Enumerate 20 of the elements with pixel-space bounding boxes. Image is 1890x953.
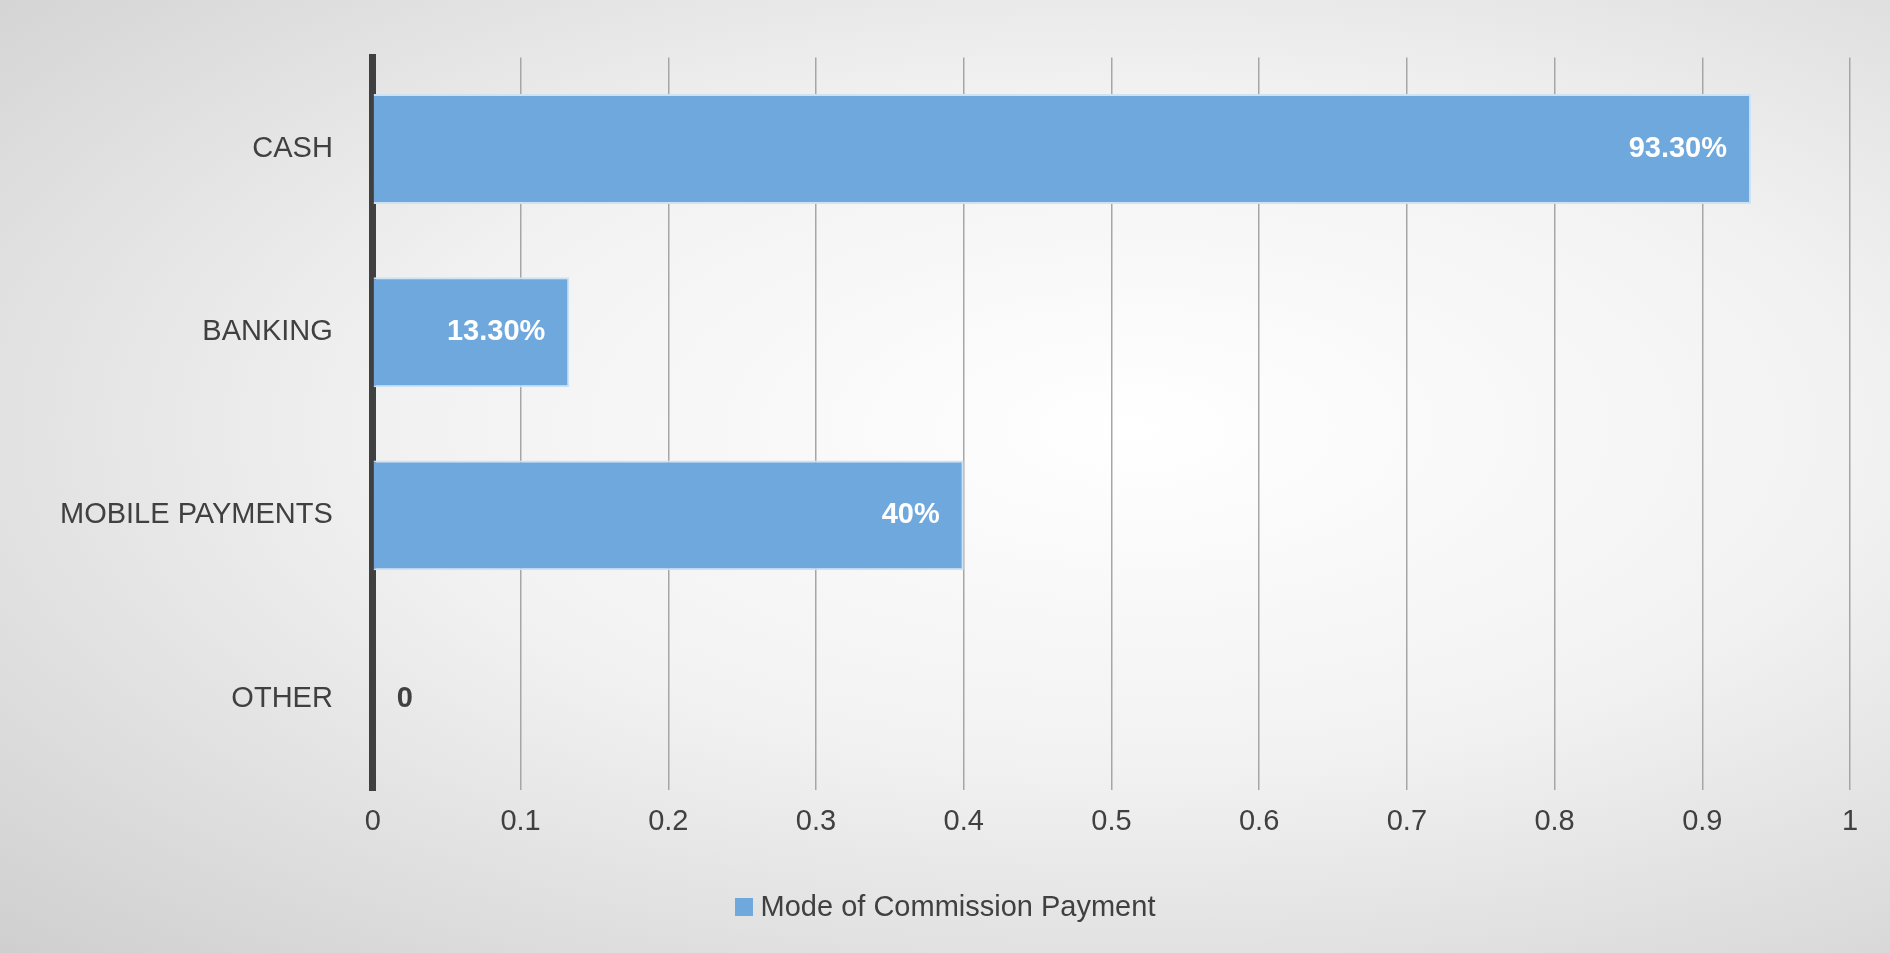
x-tick-label: 0.3 (795, 803, 837, 836)
y-tick-label: BANKING (202, 314, 333, 347)
x-tick-label: 1 (1841, 803, 1859, 836)
x-tick-label: 0.2 (648, 803, 689, 836)
x-tick-label: 0.8 (1534, 803, 1575, 836)
x-tick-label: 0.9 (1682, 803, 1723, 836)
data-label: 93.30% (1628, 131, 1728, 163)
data-label: 0 (396, 680, 414, 713)
y-tick-label: MOBILE PAYMENTS (59, 497, 333, 530)
y-tick-label: CASH (252, 131, 333, 163)
y-tick-label: OTHER (231, 680, 333, 713)
legend-label: Mode of Commission Payment (760, 890, 1156, 923)
x-tick-label: 0 (364, 803, 381, 836)
data-label: 13.30% (446, 314, 546, 347)
x-tick-label: 0.6 (1238, 803, 1280, 836)
x-tick-label: 0.7 (1386, 803, 1428, 836)
x-tick-label: 0.4 (943, 803, 984, 836)
x-tick-label: 0.1 (500, 803, 541, 836)
x-tick-label: 0.5 (1091, 803, 1132, 836)
data-label: 40% (881, 497, 940, 530)
